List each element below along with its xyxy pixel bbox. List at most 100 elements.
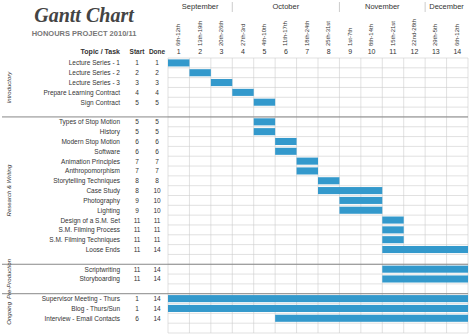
month-divider	[232, 2, 233, 12]
task-name: Prepare Learning Contract	[43, 89, 120, 97]
task-name: Software	[94, 148, 120, 155]
task-name: Anthropomorphism	[65, 167, 120, 175]
task-name: Lecture Series - 1	[69, 59, 121, 66]
task-done: 3	[155, 79, 159, 86]
grid-line-y	[168, 156, 468, 157]
task-start: 6	[135, 315, 139, 322]
week-number: 3	[220, 48, 224, 55]
task-done: 10	[153, 187, 161, 194]
task-bar	[382, 275, 468, 282]
task-start: 11	[134, 217, 141, 224]
week-number: 7	[305, 48, 309, 55]
grid-line-y	[168, 333, 468, 334]
week-date-label: 27th-3rd	[240, 24, 246, 46]
task-done: 10	[153, 207, 161, 214]
task-start: 9	[135, 207, 139, 214]
column-header: Done	[149, 48, 166, 55]
task-name: Animation Principles	[61, 158, 121, 166]
task-name: Storytelling Techniques	[53, 177, 120, 185]
task-start: 11	[134, 275, 141, 282]
task-name: Design of a S.M. Set	[60, 217, 120, 225]
task-start: 5	[135, 128, 139, 135]
section-label: Research & Writing	[6, 164, 12, 216]
subtitle: HONOURS PROJECT 2010/11	[32, 29, 137, 38]
task-name: Sign Contract	[81, 99, 121, 107]
section-label: Introductory	[6, 71, 12, 104]
task-done: 7	[155, 167, 159, 174]
task-bar	[339, 197, 382, 204]
grid-line-y	[168, 303, 468, 304]
month-label: November	[365, 2, 400, 11]
task-name: Lighting	[97, 207, 120, 215]
task-start: 1	[135, 59, 139, 66]
task-start: 5	[135, 99, 139, 106]
grid-line-y	[168, 58, 468, 59]
task-start: 11	[134, 226, 141, 233]
section-separator	[2, 264, 468, 265]
week-date-label: 18th-24th	[304, 21, 310, 46]
week-date-label: 13th-19th	[197, 21, 203, 46]
week-number: 9	[348, 48, 352, 55]
grid-line-y	[168, 215, 468, 216]
week-number: 12	[411, 48, 419, 55]
grid-line-y	[168, 87, 468, 88]
task-bar	[382, 226, 403, 233]
task-bar	[254, 118, 275, 125]
task-done: 4	[155, 89, 159, 96]
task-name: Loose Ends	[86, 246, 121, 253]
grid-line-y	[168, 313, 468, 314]
grid-line-y	[168, 323, 468, 324]
month-label: September	[182, 2, 219, 11]
grid-line-y	[168, 67, 468, 68]
task-start: 4	[135, 89, 139, 96]
task-name: Photography	[83, 197, 121, 205]
task-bar	[275, 138, 296, 145]
task-start: 8	[135, 177, 139, 184]
task-bar	[275, 148, 296, 155]
task-bar	[382, 246, 468, 253]
task-done: 7	[155, 158, 159, 165]
task-start: 11	[134, 266, 141, 273]
task-done: 14	[153, 266, 161, 273]
section-label: Ongoing	[6, 301, 12, 324]
task-done: 11	[154, 217, 161, 224]
week-date-label: 4th-10th	[261, 24, 267, 46]
grid-line-y	[168, 126, 468, 127]
week-date-label: 6th-12th	[175, 24, 181, 46]
task-done: 14	[153, 295, 161, 302]
title: Gantt Chart	[34, 4, 135, 26]
week-number: 2	[198, 48, 202, 55]
task-bar	[168, 295, 468, 302]
column-header: Start	[130, 48, 146, 55]
task-name: Lecture Series - 3	[69, 79, 121, 86]
week-date-label: 22nd-28th	[411, 19, 417, 46]
task-name: Interview - Email Contacts	[45, 315, 121, 322]
task-bar	[318, 177, 339, 184]
task-bar	[297, 167, 318, 174]
task-done: 11	[154, 236, 161, 243]
task-bar	[232, 89, 253, 96]
grid-line-y	[168, 224, 468, 225]
week-date-label: 25th-31st	[325, 21, 331, 46]
task-bar	[189, 69, 210, 76]
grid-line-y	[168, 283, 468, 284]
task-bar	[168, 59, 189, 66]
task-start: 7	[135, 158, 139, 165]
task-bar	[318, 187, 382, 194]
task-name: Blog - Thurs/Sun	[71, 305, 120, 313]
month-divider	[339, 2, 340, 12]
task-bar	[382, 236, 403, 243]
task-bar	[211, 79, 232, 86]
task-start: 6	[135, 148, 139, 155]
column-header: Topic / Task	[81, 48, 121, 56]
week-date-label: 6th-12th	[454, 24, 460, 46]
grid-line-y	[168, 107, 468, 108]
task-name: Types of Stop Motion	[59, 118, 120, 126]
week-number: 11	[389, 48, 396, 55]
week-number: 13	[432, 48, 440, 55]
week-number: 4	[241, 48, 245, 55]
task-bar	[382, 266, 468, 273]
month-label: December	[429, 2, 464, 11]
task-name: History	[100, 128, 121, 136]
section-separator	[2, 293, 468, 294]
